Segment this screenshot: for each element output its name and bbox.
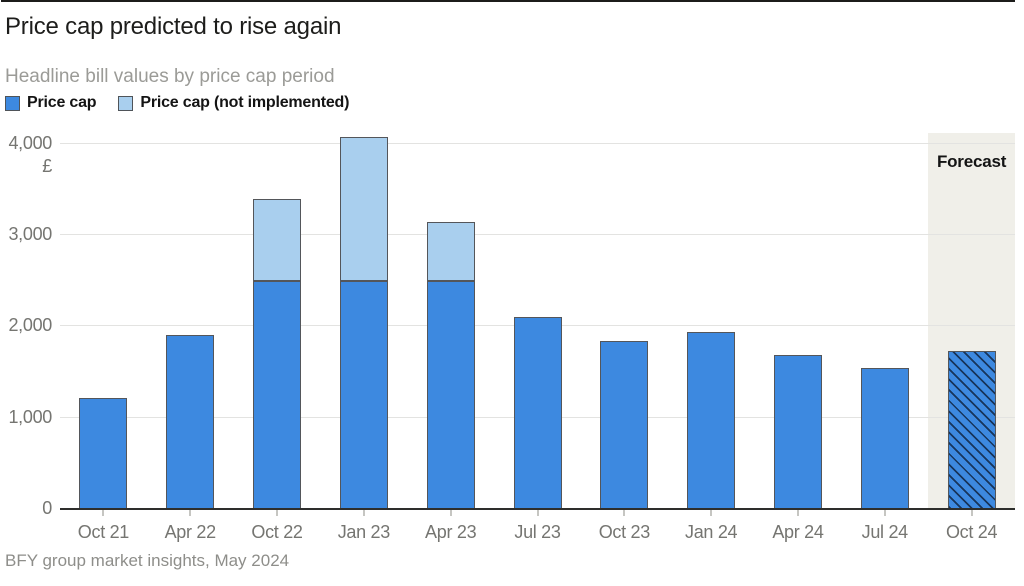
x-axis-tick <box>362 510 365 516</box>
chart-title: Price cap predicted to rise again <box>5 13 342 40</box>
bar-segment-price-cap <box>513 317 562 509</box>
y-tick-label: 3,000 <box>8 224 52 245</box>
y-tick-label: 0 <box>42 498 52 518</box>
x-axis-tick <box>796 510 799 516</box>
bar-segment-price-cap <box>687 331 736 509</box>
y-tick-label: 1,000 <box>8 406 52 427</box>
y-tick-label: 4,000 <box>8 132 52 153</box>
bar-segment-price-cap <box>166 334 215 509</box>
x-axis-tick <box>623 510 626 516</box>
bar-segment-not-implemented <box>339 136 388 281</box>
bar-jan-24 <box>687 331 736 509</box>
gridline-3000 <box>60 234 1015 236</box>
bar-segment-price-cap <box>426 280 475 509</box>
bar-jul-24 <box>860 367 909 509</box>
bar-segment-price-cap <box>947 351 996 509</box>
x-axis-line <box>60 508 1015 510</box>
x-tick-label: Jan 23 <box>337 522 391 542</box>
x-axis-tick <box>189 510 192 516</box>
legend-item-price-cap-not-implemented: Price cap (not implemented) <box>118 94 349 112</box>
forecast-hatch-pattern <box>948 352 995 508</box>
bar-oct-21 <box>79 397 128 509</box>
x-axis-tick <box>970 510 973 516</box>
bar-jul-23 <box>513 317 562 509</box>
legend-item-price-cap: Price cap <box>5 94 97 112</box>
x-axis-tick <box>276 510 279 516</box>
bar-oct-23 <box>600 341 649 509</box>
x-tick-label: Apr 23 <box>425 522 477 542</box>
bar-apr-24 <box>773 354 822 509</box>
forecast-label: Forecast <box>936 152 1007 171</box>
bar-segment-price-cap <box>339 280 388 509</box>
bar-apr-23 <box>426 222 475 509</box>
x-axis-tick <box>102 510 105 516</box>
legend: Price cap Price cap (not implemented) <box>5 94 349 112</box>
x-tick-label: Oct 22 <box>251 522 303 542</box>
top-divider <box>1 0 1015 2</box>
x-tick-label: Jul 24 <box>861 522 909 542</box>
x-axis-tick <box>883 510 886 516</box>
x-tick-label: Apr 22 <box>164 522 217 542</box>
bar-segment-price-cap <box>253 280 302 509</box>
bar-segment-not-implemented <box>426 222 475 281</box>
x-tick-label: Oct 23 <box>598 522 651 542</box>
bar-segment-price-cap <box>773 354 822 509</box>
plot-area: Forecast 0 1,000 2,000 3,000 4,000 £ Oct 21 Apr … <box>8 133 1015 542</box>
x-tick-label: Oct 21 <box>77 522 130 542</box>
x-axis-tick <box>536 510 539 516</box>
bar-segment-price-cap <box>860 367 909 509</box>
bar-jan-23 <box>339 136 388 509</box>
legend-swatch-price-cap <box>5 95 20 111</box>
gridline-4000 <box>60 142 1015 144</box>
bar-oct-24 <box>947 351 996 509</box>
y-tick-label: 2,000 <box>8 315 52 336</box>
x-axis-tick <box>710 510 713 516</box>
source-note: BFY group market insights, May 2024 <box>5 551 290 570</box>
legend-swatch-price-cap-not-implemented <box>118 95 134 111</box>
x-tick-label: Jan 24 <box>685 522 738 542</box>
x-tick-label: Apr 24 <box>772 522 824 542</box>
chart-subtitle: Headline bill values by price cap period <box>5 66 335 87</box>
x-tick-label: Oct 24 <box>945 522 998 542</box>
legend-label: Price cap (not implemented) <box>140 94 350 111</box>
y-axis-unit-label: £ <box>42 155 52 176</box>
bar-segment-price-cap <box>600 341 649 509</box>
legend-label: Price cap <box>27 94 97 111</box>
bar-apr-22 <box>166 334 215 509</box>
x-tick-label: Jul 23 <box>514 522 561 542</box>
bar-segment-price-cap <box>79 397 128 509</box>
bar-segment-not-implemented <box>253 198 302 281</box>
x-axis-tick <box>449 510 452 516</box>
bar-oct-22 <box>253 198 302 509</box>
